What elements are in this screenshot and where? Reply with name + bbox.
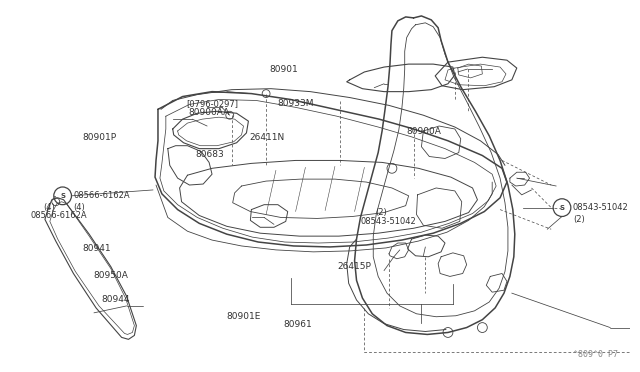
Text: 80961: 80961 [284,320,312,330]
Text: (2): (2) [573,215,584,224]
Text: 08566-6162A: 08566-6162A [31,212,88,221]
Text: 08543-51042: 08543-51042 [573,203,628,212]
Text: 80900A: 80900A [406,127,442,137]
Text: 26411N: 26411N [249,133,284,142]
Text: ^809^0 P7: ^809^0 P7 [573,350,618,359]
Text: 80901E: 80901E [226,312,260,321]
Text: [0796-0297]: [0796-0297] [186,99,238,108]
Text: 80900AA: 80900AA [188,108,229,117]
Text: 80901: 80901 [269,65,298,74]
Text: (4): (4) [74,203,85,212]
Text: 80941: 80941 [83,244,111,253]
Text: 80944: 80944 [101,295,130,304]
Text: S: S [559,205,564,211]
Text: 26415P: 26415P [337,262,371,271]
Text: 80950A: 80950A [94,271,129,280]
Text: 08543-51042: 08543-51042 [360,217,416,225]
Text: (2): (2) [375,208,387,217]
Text: 08566-6162A: 08566-6162A [74,191,130,201]
Text: 80683: 80683 [196,150,225,160]
Text: 80901P: 80901P [83,133,116,142]
Text: (4): (4) [44,203,55,212]
Text: 80933M: 80933M [278,99,314,108]
Text: S: S [60,193,65,199]
